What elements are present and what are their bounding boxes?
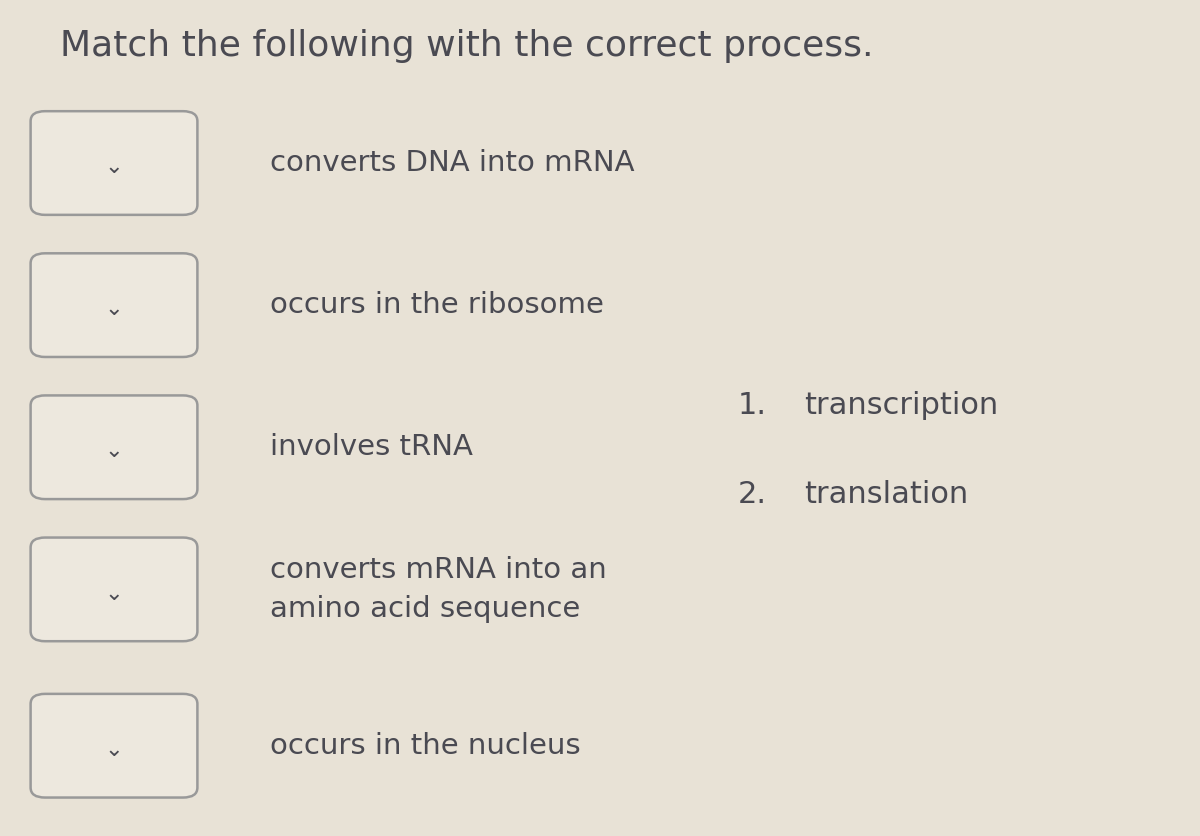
Text: converts mRNA into an
amino acid sequence: converts mRNA into an amino acid sequenc…	[270, 556, 607, 623]
Text: involves tRNA: involves tRNA	[270, 433, 473, 461]
FancyBboxPatch shape	[31, 694, 197, 798]
Text: ⌄: ⌄	[104, 740, 124, 760]
Text: 2.: 2.	[738, 481, 767, 509]
FancyBboxPatch shape	[31, 395, 197, 499]
Text: occurs in the ribosome: occurs in the ribosome	[270, 291, 604, 319]
Text: transcription: transcription	[804, 391, 998, 420]
Text: converts DNA into mRNA: converts DNA into mRNA	[270, 149, 635, 177]
Text: Match the following with the correct process.: Match the following with the correct pro…	[60, 29, 874, 64]
Text: occurs in the nucleus: occurs in the nucleus	[270, 732, 581, 760]
Text: translation: translation	[804, 481, 968, 509]
FancyBboxPatch shape	[31, 253, 197, 357]
FancyBboxPatch shape	[31, 111, 197, 215]
FancyBboxPatch shape	[31, 538, 197, 641]
Text: ⌄: ⌄	[104, 584, 124, 604]
Text: ⌄: ⌄	[104, 157, 124, 177]
Text: 1.: 1.	[738, 391, 767, 420]
Text: ⌄: ⌄	[104, 299, 124, 319]
Text: ⌄: ⌄	[104, 441, 124, 461]
